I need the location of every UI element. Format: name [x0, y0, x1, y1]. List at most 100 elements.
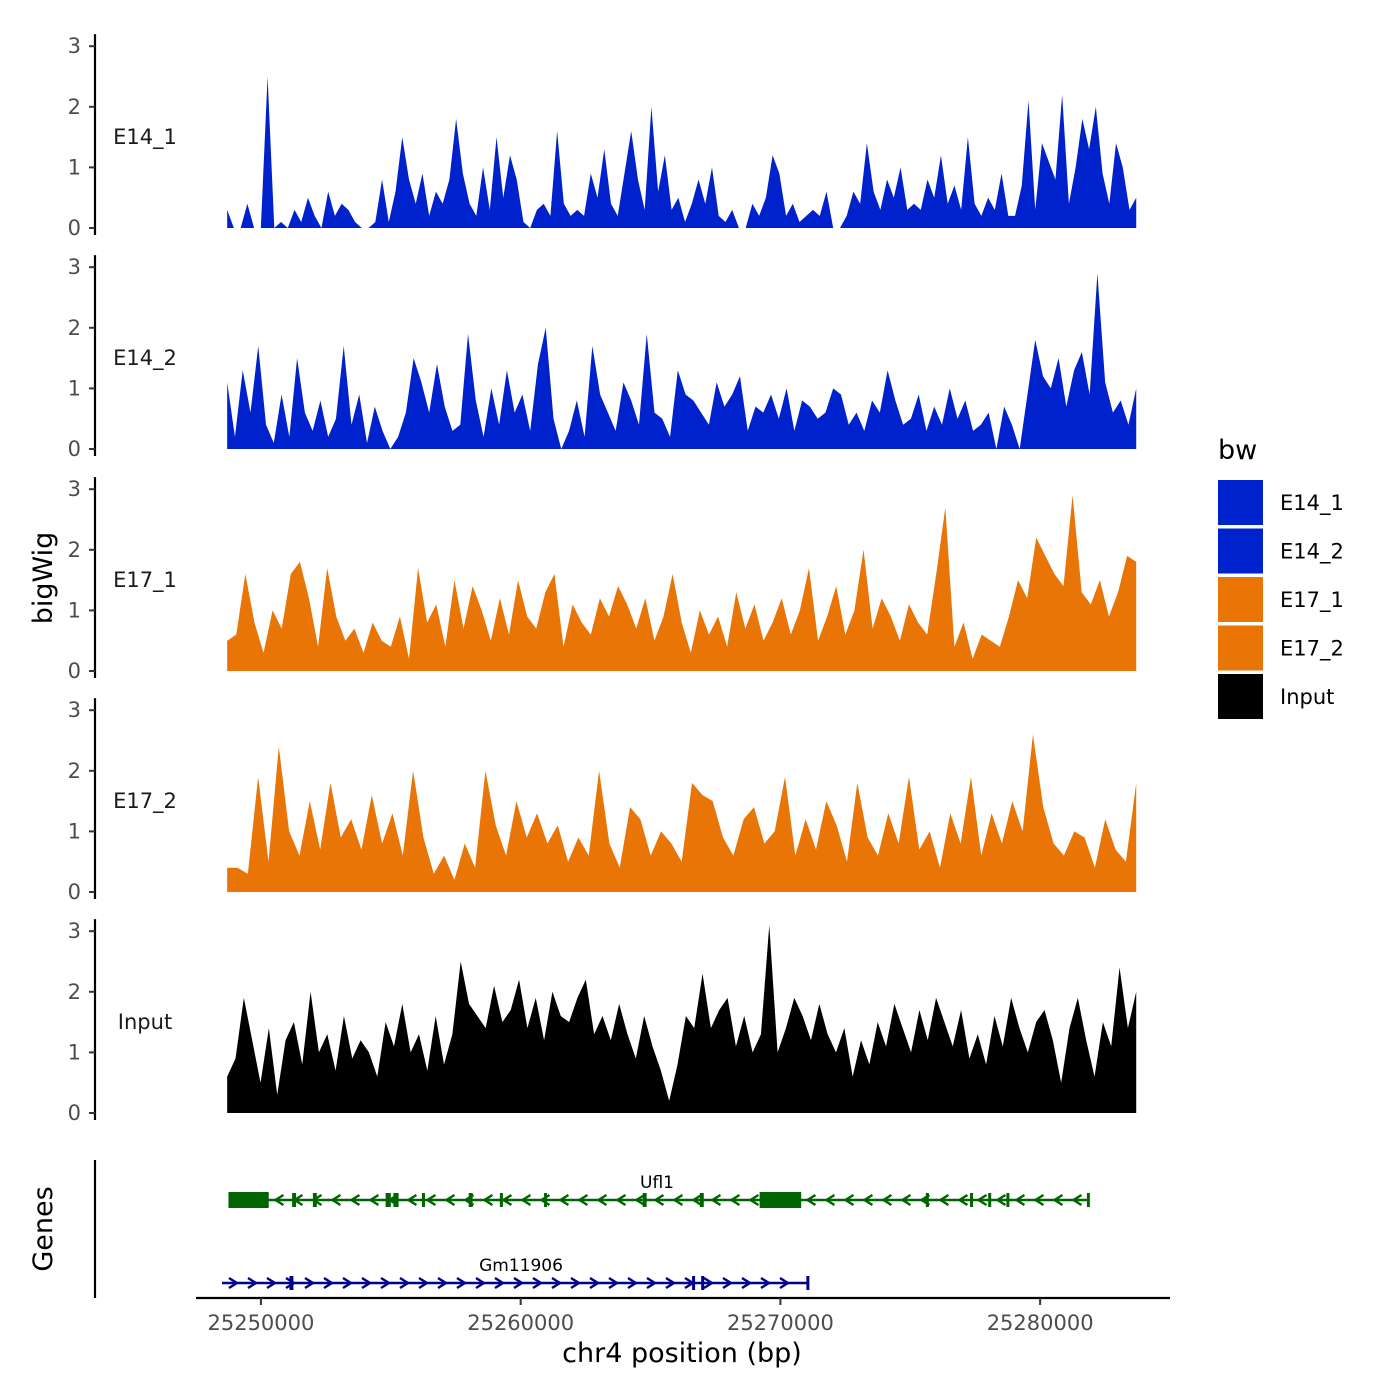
strand-arrow: [399, 1276, 411, 1290]
strand-arrow: [532, 1276, 544, 1290]
exon: [970, 1193, 974, 1207]
legend-label: E17_1: [1280, 588, 1344, 613]
strand-arrow: [456, 1276, 468, 1290]
exon: [468, 1193, 473, 1207]
gene-Ufl1: Ufl1: [228, 1173, 1090, 1208]
x-axis-title: chr4 position (bp): [562, 1338, 802, 1369]
track-label: Input: [118, 1010, 172, 1034]
exon: [228, 1192, 269, 1208]
strand-arrow: [482, 1193, 494, 1207]
strand-arrow: [710, 1193, 722, 1207]
x-tick-label: 25250000: [207, 1311, 314, 1335]
signal-area-E14_1: [227, 76, 1137, 228]
legend-key-E17_2: [1218, 625, 1263, 671]
y-tick-label: 1: [68, 1040, 81, 1064]
strand-arrow: [634, 1193, 646, 1207]
strand-arrow: [577, 1193, 589, 1207]
track-E14_2: 0 1 2 3 E14_2: [68, 255, 1137, 461]
strand-arrow: [1014, 1193, 1026, 1207]
strand-arrow: [361, 1276, 373, 1290]
y-tick-label: 2: [68, 538, 81, 562]
exon: [289, 1276, 294, 1290]
exon: [701, 1276, 705, 1290]
y-tick-label: 0: [68, 659, 81, 683]
strand-arrow: [995, 1193, 1007, 1207]
strand-arrow: [881, 1193, 893, 1207]
y-tick-label: 3: [68, 255, 81, 279]
strand-arrow: [247, 1276, 259, 1290]
strand-arrow: [748, 1193, 760, 1207]
strand-arrow: [425, 1193, 437, 1207]
exon: [988, 1193, 992, 1207]
strand-arrow: [672, 1193, 684, 1207]
legend-label: E14_2: [1280, 540, 1344, 565]
legend: E14_1 E14_2 E17_1 E17_2 Input: [1218, 480, 1344, 719]
strand-arrow: [665, 1276, 677, 1290]
legend-key-E17_1: [1218, 577, 1263, 622]
exon: [292, 1193, 296, 1207]
exon: [692, 1276, 696, 1290]
y-tick-label: 0: [68, 1101, 81, 1125]
y-tick-label: 0: [68, 880, 81, 904]
signal-area-E14_2: [227, 273, 1137, 449]
strand-arrow: [653, 1193, 665, 1207]
strand-arrow: [957, 1193, 969, 1207]
strand-arrow: [805, 1193, 817, 1207]
track-Input: 0 1 2 3 Input: [68, 919, 1137, 1125]
legend-label: E17_2: [1280, 637, 1344, 662]
exon: [499, 1193, 503, 1207]
strand-arrow: [273, 1193, 285, 1207]
exon: [642, 1193, 647, 1207]
legend-key-Input: [1218, 674, 1263, 719]
y-tick-label: 3: [68, 34, 81, 58]
strand-arrow: [691, 1193, 703, 1207]
strand-arrow: [513, 1276, 525, 1290]
track-E17_2: 0 1 2 3 E17_2: [68, 698, 1137, 904]
y-tick-label: 1: [68, 819, 81, 843]
y-tick-label: 2: [68, 980, 81, 1004]
track-E14_1: 0 1 2 3 E14_1: [68, 34, 1137, 240]
strand-arrow: [551, 1276, 563, 1290]
y-tick-label: 2: [68, 316, 81, 340]
gene-label: Ufl1: [640, 1173, 674, 1193]
legend-key-E14_2: [1218, 528, 1263, 574]
strand-arrow: [444, 1193, 456, 1207]
strand-arrow: [558, 1193, 570, 1207]
x-tick-label: 25280000: [987, 1311, 1094, 1335]
strand-arrow: [722, 1276, 734, 1290]
strand-arrow: [779, 1276, 791, 1290]
legend-label: Input: [1280, 685, 1334, 709]
strand-arrow: [703, 1276, 715, 1290]
strand-arrow: [494, 1276, 506, 1290]
strand-arrow: [589, 1276, 601, 1290]
exon: [806, 1276, 810, 1290]
strand-arrow: [729, 1193, 741, 1207]
strand-arrow: [437, 1276, 449, 1290]
legend-key-E14_1: [1218, 480, 1263, 525]
strand-arrow: [596, 1193, 608, 1207]
strand-arrow: [646, 1276, 658, 1290]
gene-Gm11906: Gm11906: [221, 1256, 810, 1290]
signal-area-Input: [227, 925, 1137, 1113]
y-tick-label: 1: [68, 155, 81, 179]
y-axis-title: bigWig: [28, 532, 59, 625]
y-tick-label: 2: [68, 95, 81, 119]
strand-arrow: [608, 1276, 620, 1290]
strand-arrow: [304, 1276, 316, 1290]
strand-arrow: [323, 1276, 335, 1290]
exon: [699, 1193, 704, 1207]
strand-arrow: [862, 1193, 874, 1207]
track-label: E14_1: [113, 125, 177, 150]
signal-area-E17_1: [227, 495, 1137, 671]
y-tick-label: 3: [68, 477, 81, 501]
exon: [544, 1193, 548, 1207]
strand-arrow: [228, 1276, 240, 1290]
gene-track: Ufl1 Gm11906: [93, 1160, 1090, 1298]
y-tick-label: 1: [68, 376, 81, 400]
x-axis: 25250000 25260000 25270000 25280000: [196, 1296, 1170, 1335]
track-E17_1: 0 1 2 3 E17_1: [68, 477, 1137, 683]
genes-axis-title: Genes: [28, 1186, 59, 1271]
strand-arrow: [501, 1193, 513, 1207]
strand-arrow: [760, 1276, 772, 1290]
